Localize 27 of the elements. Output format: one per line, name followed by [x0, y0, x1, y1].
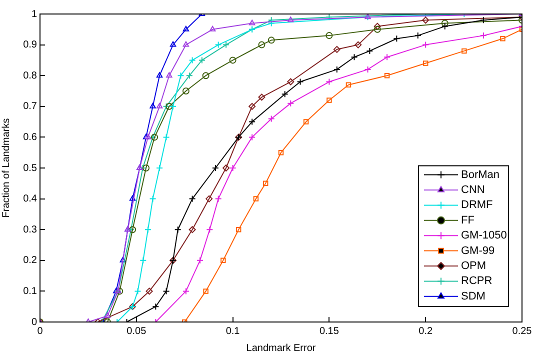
x-tick-label: 0.2 — [418, 326, 433, 337]
y-tick-label: 0.8 — [23, 70, 38, 82]
y-tick-label: 0.2 — [23, 255, 38, 266]
y-tick-label: 1 — [31, 8, 38, 20]
x-tick-label: 0.1 — [226, 326, 240, 337]
legend-label: OPM — [461, 260, 486, 272]
y-tick-label: 0.7 — [23, 101, 38, 112]
legend-label: SDM — [461, 290, 486, 302]
legend-label: GM-99 — [461, 244, 495, 257]
legend-label: GM-1050 — [461, 230, 507, 242]
y-tick-label: 0 — [31, 316, 38, 328]
legend-label: BorMan — [461, 168, 500, 181]
x-tick-label: 0.25 — [512, 326, 532, 337]
legend-label: RCPR — [461, 275, 492, 288]
y-tick-label: 0.5 — [23, 162, 38, 174]
y-tick-label: 0.4 — [23, 194, 38, 205]
x-axis-title: Landmark Error — [246, 342, 316, 354]
y-tick-label: 0.3 — [23, 224, 38, 236]
y-tick-label: 0.9 — [23, 40, 38, 51]
legend-label: DRMF — [461, 199, 494, 212]
y-tick-label: 0.6 — [23, 132, 38, 143]
x-tick-label: 0.15 — [319, 326, 340, 337]
legend-label: FF — [461, 214, 475, 226]
y-axis-title: Fraction of Landmarks — [0, 118, 12, 218]
y-tick-label: 0.1 — [23, 286, 38, 297]
x-tick-label: 0.05 — [126, 326, 147, 337]
legend-label: CNN — [461, 184, 485, 196]
